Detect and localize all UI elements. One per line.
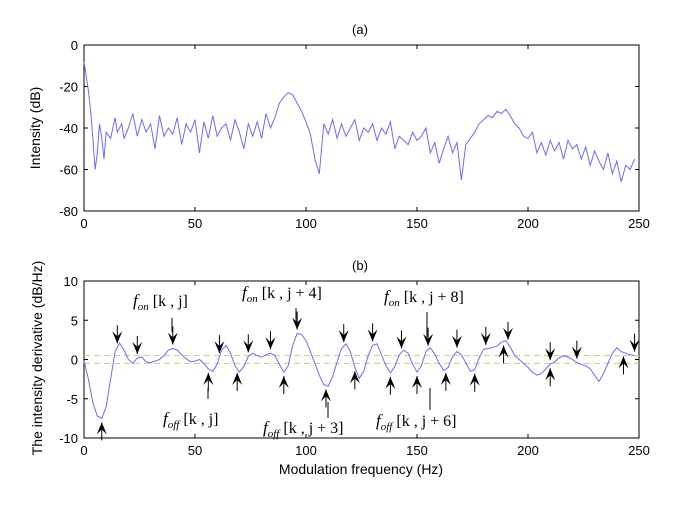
panel-a-title: (a) — [352, 22, 368, 37]
panel-b-xlabel: Modulation frequency (Hz) — [279, 461, 443, 477]
annotation-off-k-j6: foff [k , j + 6] — [376, 411, 456, 433]
up-arrow-icon — [385, 376, 396, 395]
down-arrow-icon — [292, 311, 303, 330]
up-arrow-icon — [545, 368, 556, 387]
panel-b-xtick-label: 50 — [188, 443, 202, 458]
panel-a-ytick-label: -80 — [59, 204, 78, 219]
down-arrow-icon — [167, 326, 178, 345]
down-arrow-icon — [629, 333, 640, 352]
panel-a: (a) 0 50 100 150 200 250 0 -20 -40 -60 -80 Intensi… — [27, 22, 650, 231]
panel-b-annotations: fon [k , j] fon [k , j + 4] fon [k , j + 8] fo… — [133, 283, 464, 440]
panel-a-ylabel: Intensity (dB) — [27, 87, 43, 169]
down-arrow-icon — [338, 324, 349, 343]
panel-a-ytick-label: -40 — [59, 121, 78, 136]
panel-a-ticks: 0 50 100 150 200 250 0 -20 -40 -60 -80 — [59, 38, 650, 231]
up-arrow-icon — [349, 371, 360, 390]
panel-a-xtick-label: 150 — [406, 216, 428, 231]
panel-b-ytick-label: 0 — [71, 353, 78, 368]
up-arrow-icon — [320, 389, 331, 408]
panel-b-ytick-label: -10 — [59, 431, 78, 446]
up-arrow-icon — [412, 376, 422, 395]
up-arrow-icon — [203, 372, 214, 391]
panel-a-axes-frame — [83, 44, 640, 212]
down-arrow-icon — [545, 342, 556, 361]
panel-a-xtick-label: 0 — [80, 216, 87, 231]
panel-b-title: (b) — [352, 258, 368, 273]
down-arrow-icon — [503, 321, 514, 340]
panel-a-xtick-label: 100 — [295, 216, 317, 231]
panel-b-arrows — [96, 311, 640, 441]
down-arrow-icon — [396, 330, 407, 349]
up-arrow-icon — [469, 373, 480, 392]
annotation-on-k-j4: fon [k , j + 4] — [242, 283, 322, 305]
panel-a-ytick-label: -20 — [59, 80, 78, 95]
down-arrow-icon — [423, 327, 434, 346]
annotation-on-k-j8: fon [k , j + 8] — [384, 287, 464, 309]
down-arrow-icon — [243, 334, 254, 353]
panel-b-ytick-label: 10 — [64, 274, 78, 289]
up-arrow-icon — [96, 422, 107, 441]
up-arrow-icon — [618, 356, 629, 375]
panel-b-xtick-label: 100 — [295, 443, 317, 458]
panel-b-xtick-label: 250 — [628, 443, 650, 458]
panel-b-xtick-label: 150 — [406, 443, 428, 458]
panel-b-ylabel: The intensity derivative (dB/Hz) — [29, 261, 45, 456]
down-arrow-icon — [571, 340, 582, 359]
annotation-off-k-j: foff [k , j] — [163, 409, 218, 431]
down-arrow-icon — [451, 329, 462, 348]
panel-b-ytick-label: -5 — [66, 392, 78, 407]
panel-b-xtick-label: 200 — [517, 443, 539, 458]
panel-a-xtick-label: 200 — [517, 216, 539, 231]
panel-b-annotation-pointers — [171, 308, 431, 418]
panel-a-ytick-label: 0 — [71, 38, 78, 53]
panel-a-ytick-label: -60 — [59, 163, 78, 178]
panel-a-series-line — [83, 61, 636, 183]
down-arrow-icon — [480, 326, 491, 345]
panel-b-ytick-label: 5 — [71, 313, 78, 328]
annotation-off-k-j3: foff [k , j + 3] — [263, 418, 343, 440]
panel-b-threshold-lines — [84, 355, 639, 364]
up-arrow-icon — [278, 376, 289, 395]
up-arrow-icon — [440, 372, 451, 391]
up-arrow-icon — [498, 345, 509, 364]
panel-b-xtick-label: 0 — [80, 443, 87, 458]
down-arrow-icon — [132, 335, 143, 354]
panel-b-series-line — [83, 333, 635, 420]
down-arrow-icon — [367, 323, 378, 342]
up-arrow-icon — [232, 372, 243, 391]
annotation-on-k-j: fon [k , j] — [133, 291, 188, 313]
panel-a-xtick-label: 250 — [628, 216, 650, 231]
down-arrow-icon — [112, 325, 123, 344]
down-arrow-icon — [214, 335, 225, 354]
panel-a-xtick-label: 50 — [188, 216, 202, 231]
down-arrow-icon — [265, 331, 276, 350]
